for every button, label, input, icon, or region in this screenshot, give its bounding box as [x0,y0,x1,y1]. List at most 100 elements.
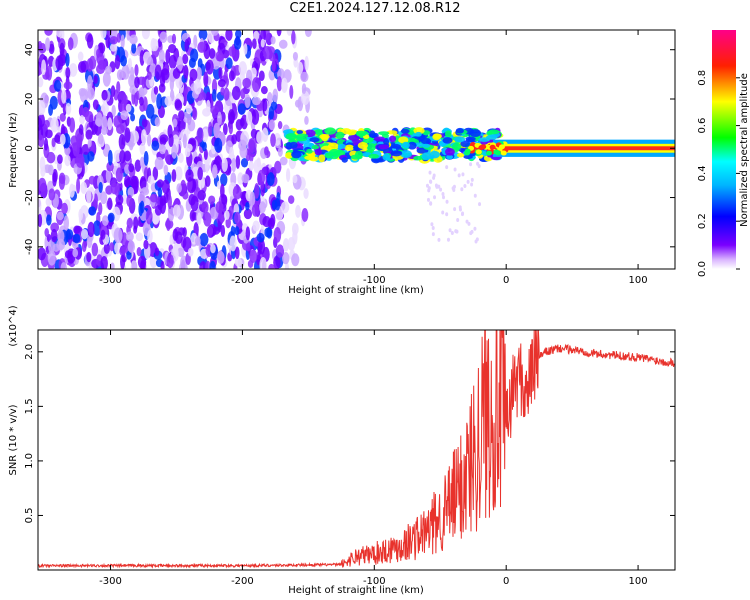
heatmap-cell [428,170,432,175]
heatmap-cell [341,128,352,135]
heatmap-cell [97,133,104,145]
heatmap-cell [38,113,45,128]
heatmap-cell [194,236,201,246]
heatmap-cell [159,144,166,155]
heatmap-cell [221,157,228,172]
heatmap-cell [455,229,459,234]
heatmap-cell [270,101,278,111]
heatmap-cell [38,134,45,148]
heatmap-cell [203,148,208,160]
heatmap-cell [169,234,174,246]
heatmap-cell [41,59,47,76]
snr-y-multiplier: (x10^4) [8,305,19,346]
heatmap-cell [126,217,134,229]
heatmap-cell [295,137,308,142]
heatmap-cell [259,256,267,269]
heatmap-cell [154,64,162,81]
heatmap-cell [67,37,74,51]
heatmap-cell [201,128,209,143]
heatmap-cell [180,179,187,196]
heatmap-cell [448,228,452,233]
heatmap-cell [203,71,209,88]
heatmap-cell [244,94,251,109]
heatmap-cell [485,150,492,156]
heatmap-cell [435,184,439,189]
heatmap-cell [441,210,445,215]
heatmap-cell [105,32,111,49]
heatmap-cell [261,127,269,143]
heatmap-cell [159,134,169,143]
snr-panel: -300 -200 -100 0 100 0.5 1.0 1.5 2.0 Height of … [8,305,676,596]
heatmap-cell [208,195,216,205]
heatmap-cell [133,216,139,230]
heatmap-cell [235,155,241,169]
heatmap-cell [475,149,482,155]
heatmap-cell [209,260,216,269]
heatmap-cell [291,222,299,236]
heatmap-cell [478,145,485,151]
heatmap-cell [225,217,231,229]
heatmap-cell [154,247,160,257]
heatmap-cell [324,127,337,135]
heatmap-cell [456,153,465,158]
heatmap-cell [262,99,268,112]
heatmap-cell [196,127,204,143]
heatmap-cell [163,164,169,176]
heatmap-cell [131,42,137,54]
heatmap-cell [106,161,114,172]
heatmap-cell [220,183,225,199]
heatmap-cell [235,119,243,131]
heatmap-cell [304,155,316,161]
heatmap-cell [98,202,103,215]
heatmap-cell [86,234,93,249]
heatmap-cell [275,244,285,258]
x-tick-label: -100 [363,275,386,286]
heatmap-cell [231,157,237,173]
heatmap-cell [85,129,93,140]
heatmap-cell [178,110,185,121]
heatmap-cell [220,225,226,237]
heatmap-cell [87,87,95,100]
heatmap-cell [174,231,183,244]
colorbar-tick-label: 0.4 [697,165,708,181]
heatmap-cell [69,117,76,133]
heatmap-cell [297,61,304,75]
heatmap-cell [210,105,220,115]
heatmap-cell [187,119,196,132]
heatmap-cell [65,67,71,79]
heatmap-ridge-core [493,146,675,151]
heatmap-cell [470,229,474,234]
heatmap-cell [184,39,189,53]
heatmap-cell [126,250,132,260]
heatmap-cell [164,96,172,107]
heatmap-cell [215,201,224,214]
snr-x-label: Height of straight line (km) [288,585,424,596]
y-tick-label: -40 [24,239,35,255]
heatmap-cell [289,141,298,149]
heatmap-cell [498,144,505,150]
heatmap-cell [264,227,272,238]
heatmap-cell [139,177,147,190]
heatmap-cell [318,154,326,163]
heatmap-cell [341,157,348,163]
heatmap-cell [198,30,208,41]
heatmap-cell [285,152,293,159]
heatmap-cell [79,114,85,125]
colorbar: 0.0 0.2 0.4 0.6 0.8 Normalized spectral ampl… [697,30,750,277]
heatmap-cell [458,207,462,212]
heatmap-cell [109,242,115,252]
heatmap-cell [450,230,454,235]
heatmap-cell [205,59,214,75]
heatmap-cell [115,167,123,183]
heatmap-cell [48,43,55,55]
heatmap-cell [223,87,230,101]
heatmap-cell [61,202,68,215]
heatmap-cell [292,174,298,184]
heatmap-cell [238,139,247,152]
heatmap-cell [109,36,119,45]
heatmap-cell [65,52,70,68]
heatmap-cell [146,133,152,147]
heatmap-cell [407,141,417,150]
heatmap-cell [309,137,320,143]
chart-title: C2E1.2024.127.12.08.R12 [289,1,461,16]
